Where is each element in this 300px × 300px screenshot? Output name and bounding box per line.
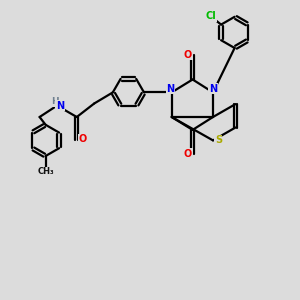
Text: N: N	[56, 100, 64, 111]
Text: O: O	[78, 134, 86, 145]
Text: O: O	[184, 50, 192, 60]
Text: Cl: Cl	[206, 11, 217, 21]
Text: N: N	[209, 84, 217, 94]
Text: N: N	[166, 84, 174, 94]
Text: H: H	[51, 98, 58, 106]
Text: S: S	[215, 135, 222, 146]
Text: CH₃: CH₃	[37, 167, 54, 176]
Text: O: O	[184, 149, 192, 159]
